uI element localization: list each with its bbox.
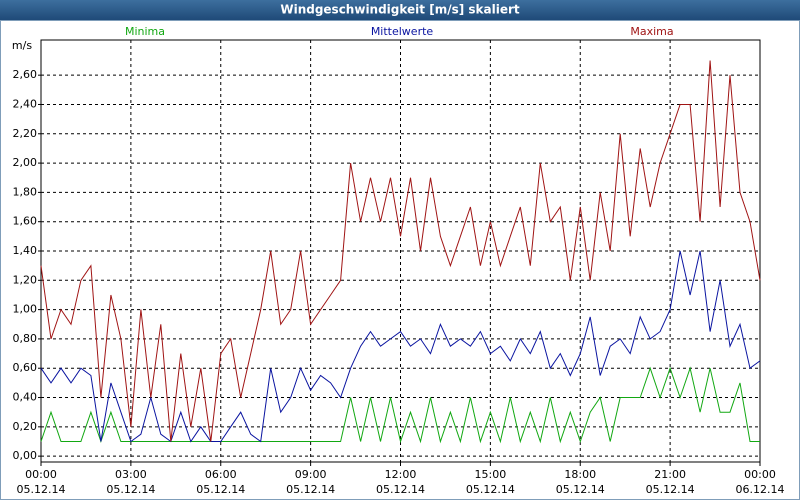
x-tick-date: 05.12.14 [286,483,335,496]
x-tick-date: 06.12.14 [736,483,785,496]
x-tick-label: 12:00 [385,468,417,481]
y-tick-label: 2,20 [13,127,38,140]
y-tick-label: 0,60 [13,361,38,374]
y-tick-label: 1,00 [13,303,38,316]
x-tick-label: 06:00 [205,468,237,481]
y-tick-label: 1,20 [13,273,38,286]
x-tick-label: 18:00 [564,468,596,481]
legend-label: Maxima [630,25,673,38]
chart-title: Windgeschwindigkeit [m/s] skaliert [280,3,520,17]
x-tick-date: 05.12.14 [196,483,245,496]
series-line [40,60,761,442]
legend-label: Minima [125,25,165,38]
x-tick-label: 21:00 [654,468,686,481]
y-tick-label: 1,40 [13,244,38,257]
y-tick-label: 2,40 [13,97,38,110]
x-tick-date: 05.12.14 [646,483,695,496]
y-axis-label: m/s [12,39,32,52]
x-tick-date: 05.12.14 [106,483,155,496]
y-tick-label: 2,00 [13,156,38,169]
x-tick-date: 05.12.14 [556,483,605,496]
x-tick-label: 09:00 [295,468,327,481]
y-tick-label: 0,20 [13,420,38,433]
legend-label: Mittelwerte [371,25,434,38]
x-tick-label: 03:00 [115,468,147,481]
y-tick-label: 0,40 [13,391,38,404]
y-tick-label: 2,60 [13,68,38,81]
series-line [40,366,760,444]
title-bar [0,0,800,20]
y-tick-label: 0,00 [13,449,38,462]
x-tick-label: 15:00 [475,468,507,481]
x-tick-date: 05.12.14 [376,483,425,496]
x-tick-date: 05.12.14 [466,483,515,496]
x-tick-label: 00:00 [25,468,57,481]
y-tick-label: 1,80 [13,185,38,198]
y-tick-label: 1,60 [13,215,38,228]
x-tick-label: 00:00 [744,468,776,481]
y-tick-label: 0,80 [13,332,38,345]
x-tick-date: 05.12.14 [17,483,66,496]
series-line [40,250,761,443]
